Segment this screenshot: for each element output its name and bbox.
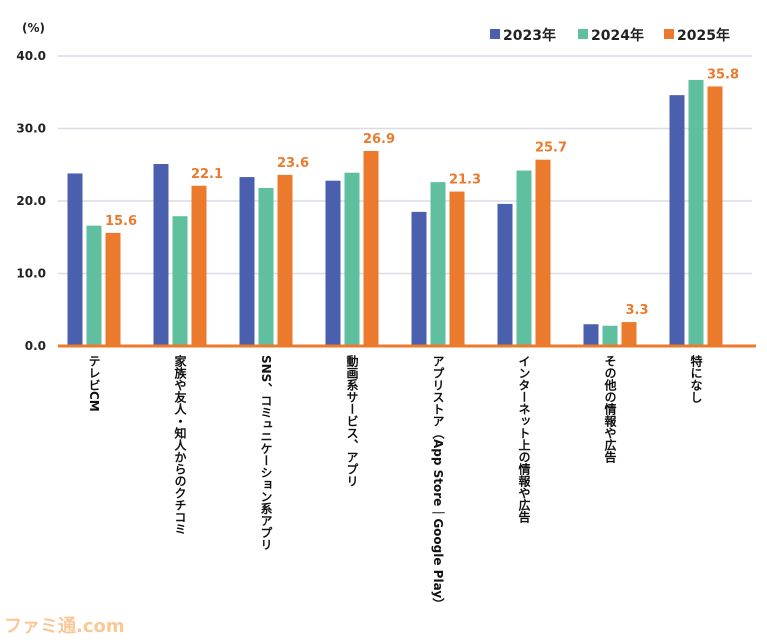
y-axis-label: (%) (22, 21, 45, 35)
bar-2025-6 (621, 322, 637, 346)
bar-2023-6 (583, 324, 599, 346)
data-label: 15.6 (105, 214, 137, 229)
bar-2024-6 (602, 325, 618, 346)
y-tick-label: 0.0 (25, 339, 46, 353)
bar-2025-7 (707, 86, 723, 346)
x-category-label: インターネット上の情報や広告 (517, 355, 531, 523)
legend-swatch-2023 (490, 29, 500, 39)
watermark-logo: ファミ通.com (4, 616, 125, 637)
data-label: 21.3 (449, 173, 481, 188)
x-category-label: 動画系サービス、アプリ (345, 355, 359, 487)
y-tick-label: 20.0 (16, 194, 46, 208)
bar-2023-5 (497, 203, 513, 346)
bar-2025-4 (449, 191, 465, 346)
bar-2024-2 (258, 187, 274, 346)
bar-2025-2 (277, 174, 293, 346)
bar-2023-7 (669, 95, 685, 347)
bar-2024-0 (86, 225, 102, 346)
bar-2023-3 (325, 180, 341, 346)
bar-2024-4 (430, 182, 446, 346)
data-label: 23.6 (277, 156, 309, 171)
x-category-label: テレビCM (87, 355, 101, 412)
data-label: 26.9 (363, 132, 395, 147)
bar-2025-5 (535, 159, 551, 346)
x-category-label: その他の情報や広告 (603, 355, 617, 463)
x-category-label: 家族や友人・知人からのクチコミ (173, 355, 187, 535)
bar-2023-2 (239, 177, 255, 346)
bar-2025-1 (191, 185, 207, 346)
y-tick-label: 10.0 (16, 267, 46, 281)
x-category-label: 特になし (689, 355, 703, 403)
legend-swatch-2025 (664, 29, 674, 39)
bar-2024-1 (172, 216, 188, 346)
x-category-label: SNS、コミュニケーション系アプリ (259, 355, 273, 551)
data-label: 35.8 (707, 67, 739, 82)
bar-2025-0 (105, 232, 121, 346)
bar-2023-0 (67, 173, 83, 346)
bar-2024-7 (688, 79, 704, 347)
data-label: 25.7 (535, 141, 567, 156)
legend-swatch-2024 (578, 29, 588, 39)
bar-2025-3 (363, 150, 379, 346)
y-tick-label: 40.0 (16, 49, 46, 63)
legend-label: 2025年 (677, 27, 730, 44)
bar-2024-5 (516, 170, 532, 346)
bar-2024-3 (344, 172, 360, 346)
x-category-label: アプリストア（App Store｜Google Play） (431, 355, 445, 611)
y-tick-label: 30.0 (16, 122, 46, 136)
bar-2023-4 (411, 211, 427, 346)
data-label: 3.3 (625, 303, 648, 318)
data-label: 22.1 (191, 167, 223, 182)
legend-label: 2024年 (591, 27, 644, 44)
legend-label: 2023年 (503, 27, 556, 44)
bar-2023-1 (153, 164, 169, 346)
